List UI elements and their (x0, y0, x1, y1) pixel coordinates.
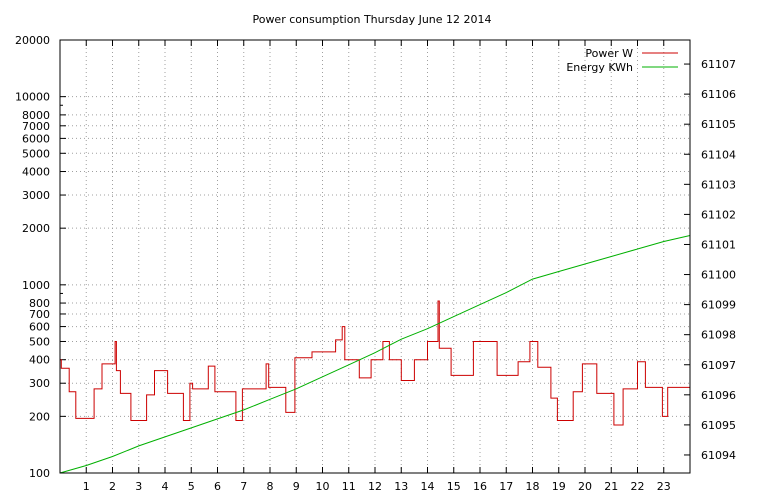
x-tick-label: 15 (447, 480, 461, 493)
x-tick-label: 12 (368, 480, 382, 493)
x-tick-label: 4 (162, 480, 169, 493)
y2-tick-label: 61099 (701, 299, 736, 312)
x-tick-label: 22 (631, 480, 645, 493)
x-tick-label: 21 (604, 480, 618, 493)
y-tick-label: 10000 (15, 91, 50, 104)
x-tick-label: 20 (578, 480, 592, 493)
series-line-energy-kwh (59, 235, 691, 474)
series-lines (59, 235, 691, 474)
y2-tick-label: 61103 (701, 178, 736, 191)
y-tick-label: 400 (29, 354, 50, 367)
y-tick-label: 6000 (22, 132, 50, 145)
x-tick-label: 6 (214, 480, 221, 493)
y2-tick-label: 61106 (701, 88, 736, 101)
x-tick-label: 8 (267, 480, 274, 493)
y-tick-label: 800 (29, 297, 50, 310)
x-tick-label: 2 (109, 480, 116, 493)
y2-tick-label: 61094 (701, 449, 736, 462)
y2-tick-label: 61097 (701, 359, 736, 372)
y2-tick-label: 61098 (701, 329, 736, 342)
y-tick-label: 8000 (22, 109, 50, 122)
legend-label: Energy KWh (566, 61, 633, 74)
y-tick-label: 500 (29, 335, 50, 348)
x-tick-label: 1 (83, 480, 90, 493)
y-tick-label: 300 (29, 377, 50, 390)
y2-tick-label: 61102 (701, 208, 736, 221)
x-tick-label: 13 (394, 480, 408, 493)
y2-tick-label: 61096 (701, 389, 736, 402)
plot-frame (59, 39, 691, 474)
y-tick-label: 700 (29, 308, 50, 321)
x-tick-label: 7 (240, 480, 247, 493)
y-tick-label: 2000 (22, 222, 50, 235)
x-tick-label: 11 (342, 480, 356, 493)
x-tick-label: 14 (421, 480, 435, 493)
y-tick-label: 100 (29, 467, 50, 480)
x-tick-label: 17 (499, 480, 513, 493)
y-tick-label: 600 (29, 321, 50, 334)
x-tick-label: 5 (188, 480, 195, 493)
y-tick-label: 200 (29, 410, 50, 423)
y2-tick-label: 61095 (701, 419, 736, 432)
y-tick-label: 20000 (15, 34, 50, 47)
x-tick-label: 9 (293, 480, 300, 493)
y-tick-label: 5000 (22, 147, 50, 160)
y2-tick-label: 61101 (701, 238, 736, 251)
y2-tick-label: 61100 (701, 269, 736, 282)
x-tick-label: 18 (526, 480, 540, 493)
x-tick-label: 23 (657, 480, 671, 493)
x-tick-label: 16 (473, 480, 487, 493)
x-tick-label: 19 (552, 480, 566, 493)
y-tick-label: 4000 (22, 166, 50, 179)
y2-tick-label: 61105 (701, 118, 736, 131)
y2-tick-label: 61107 (701, 58, 736, 71)
x-tick-label: 3 (135, 480, 142, 493)
chart-title: Power consumption Thursday June 12 2014 (252, 13, 491, 26)
axis-ticks: 1 2 3 4 5 6 7 8 9 10 11 12 13 14 15 16 17 18 19 20 21 22 23100… (15, 34, 736, 493)
grid (60, 40, 690, 473)
y-tick-label: 1000 (22, 279, 50, 292)
y-tick-label: 3000 (22, 189, 50, 202)
y-tick-label: 7000 (22, 120, 50, 133)
series-line-power-w (60, 300, 690, 426)
legend-label: Power W (585, 47, 633, 60)
y2-tick-label: 61104 (701, 148, 736, 161)
x-tick-label: 10 (316, 480, 330, 493)
